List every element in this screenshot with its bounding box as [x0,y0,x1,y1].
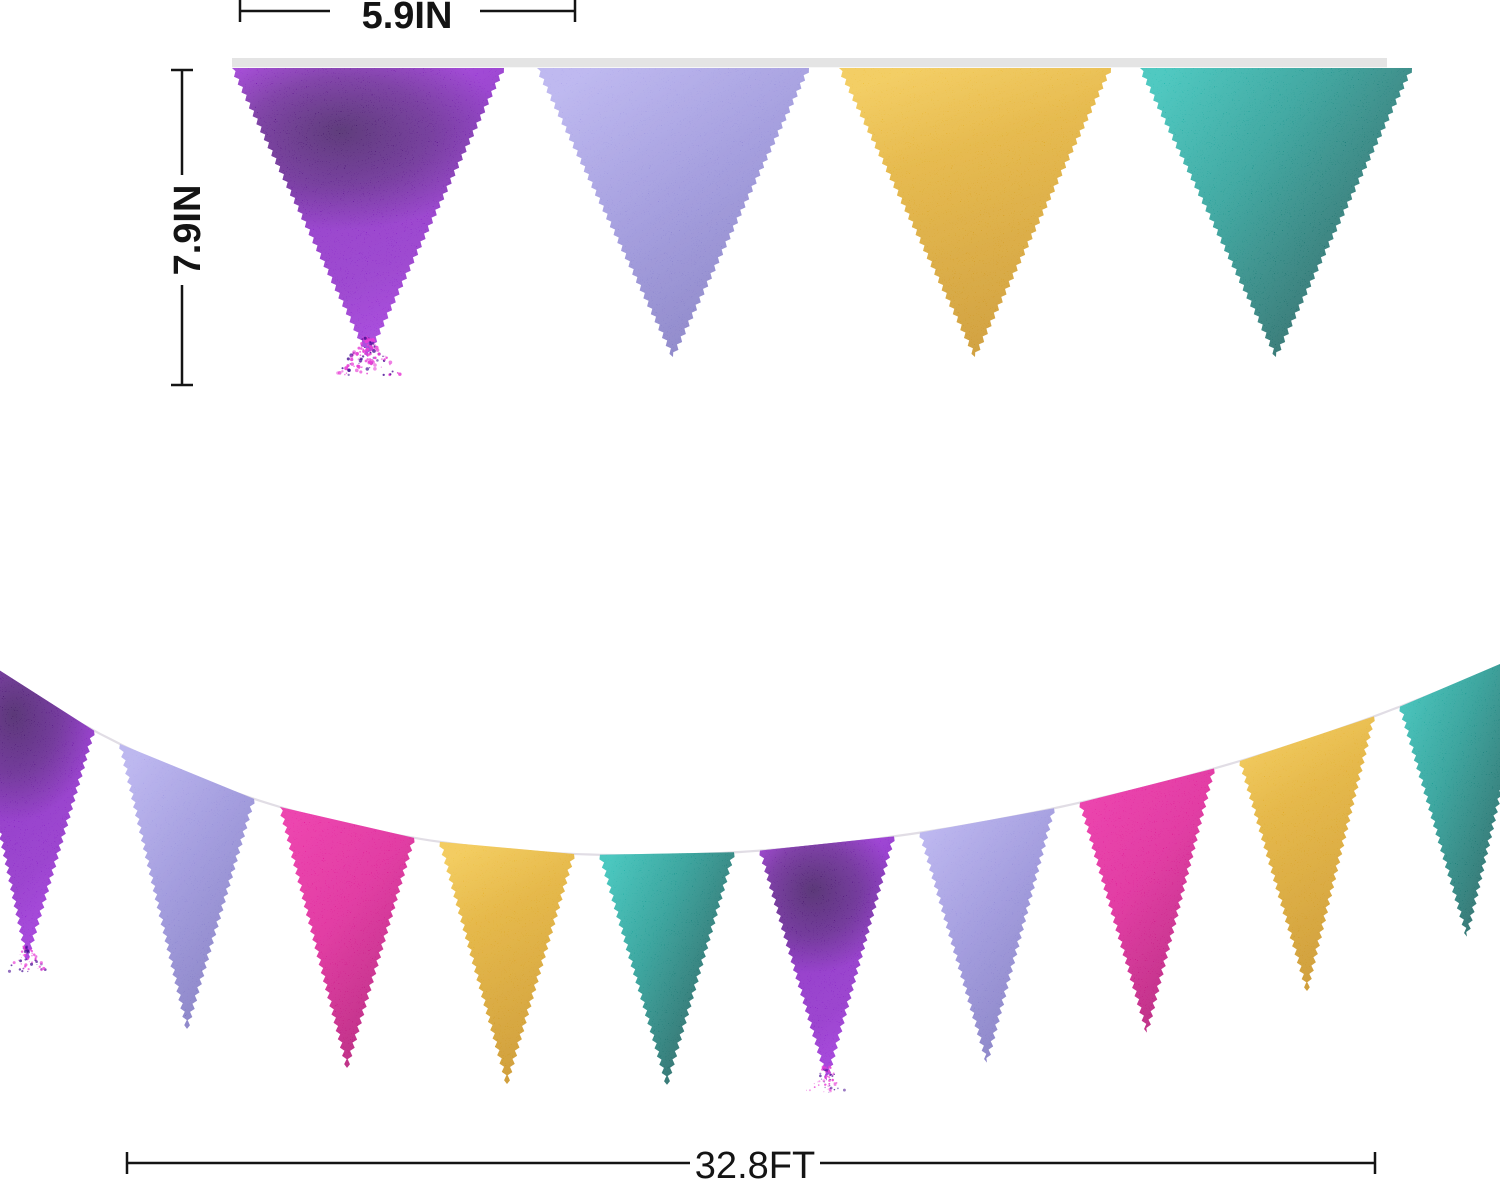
svg-text:5.9IN: 5.9IN [362,0,453,37]
svg-text:32.8FT: 32.8FT [695,1145,815,1187]
svg-text:7.9IN: 7.9IN [167,185,209,276]
